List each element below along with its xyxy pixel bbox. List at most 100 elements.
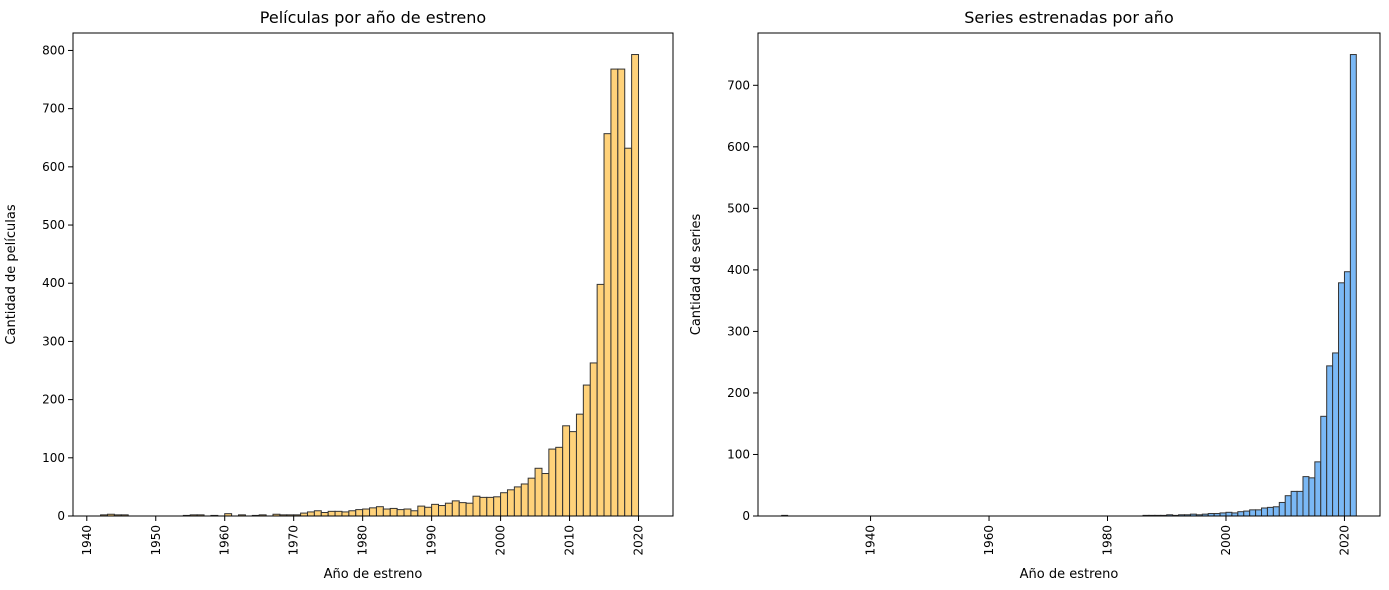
series-bar (1349, 54, 1357, 517)
movies-bar (451, 500, 460, 517)
movies-x-tick-label: 1940 (80, 525, 94, 556)
series-x-tick-label: 2020 (1337, 525, 1351, 556)
series-x-axis-label: Año de estreno (1020, 567, 1119, 582)
series-bar (1243, 510, 1251, 517)
movies-bar (313, 510, 322, 517)
movies-bar (541, 473, 550, 517)
movies-bar (513, 486, 522, 517)
series-x-tick-label: 2000 (1219, 525, 1233, 556)
series-bar (1278, 501, 1286, 517)
movies-bar (575, 413, 584, 517)
series-bar (1284, 495, 1292, 517)
movies-y-tick-label: 0 (57, 509, 65, 523)
movies-bar (555, 446, 564, 517)
series-y-tick-label: 300 (727, 324, 750, 338)
movies-bar (486, 496, 495, 517)
movies-y-tick-label: 800 (42, 43, 65, 57)
series-bar (1225, 511, 1233, 517)
movies-axes-frame (72, 32, 674, 517)
movies-y-tick-label: 100 (42, 451, 65, 465)
movies-bar (424, 506, 433, 517)
movies-bar (341, 511, 350, 517)
series-bar (1266, 506, 1274, 517)
movies-bar (520, 483, 529, 517)
movies-chart: 0 100 200 300 400 500 600 700 800 1940 1950 1960 197… (4, 8, 674, 582)
movies-bar (382, 508, 391, 517)
movies-bar (320, 512, 329, 517)
movies-x-axis-label: Año de estreno (324, 567, 423, 582)
series-bars (781, 54, 1357, 517)
movies-bar (438, 505, 446, 517)
series-x-tick-label: 1960 (982, 525, 996, 556)
movies-bar (582, 384, 591, 517)
movies-bar (458, 502, 467, 517)
movies-y-tick-label: 600 (42, 160, 65, 174)
series-y-tick-label: 100 (727, 447, 750, 461)
movies-bar (617, 68, 626, 517)
series-y-tick-label: 200 (727, 386, 750, 400)
series-chart: 0 100 200 300 400 500 600 700 1940 1960 1980 2000 20… (689, 8, 1381, 582)
series-bar (1296, 490, 1304, 517)
movies-chart-title: Películas por año de estreno (260, 8, 486, 27)
movies-y-axis-label: Cantidad de películas (4, 204, 19, 344)
movies-y-tick-label: 300 (42, 334, 65, 348)
series-bar (1338, 282, 1345, 517)
series-bar (1237, 511, 1245, 517)
movies-bar (589, 362, 598, 517)
series-bar (1302, 476, 1310, 517)
movies-bar (431, 503, 440, 517)
series-bar (1308, 477, 1316, 517)
series-bar (1255, 509, 1263, 517)
movies-bar (348, 510, 357, 517)
movies-bar (610, 68, 619, 517)
movies-bars (100, 54, 640, 517)
movies-y-tick-label: 200 (42, 393, 65, 407)
movies-bar (596, 283, 605, 517)
movies-bar (375, 506, 384, 517)
series-bar (1320, 415, 1328, 517)
movies-x-tick-label: 2000 (494, 525, 508, 556)
movies-y-tick-label: 500 (42, 218, 65, 232)
movies-x-tick-label: 1990 (425, 525, 439, 556)
series-y-tick-label: 500 (727, 201, 750, 215)
movies-x-tick-label: 1980 (356, 525, 370, 556)
series-bar (1332, 352, 1340, 517)
movies-bar (527, 477, 536, 517)
movies-bar (389, 507, 398, 517)
movies-bar (472, 495, 481, 517)
movies-bar (444, 502, 453, 517)
movies-bar (306, 511, 315, 517)
movies-bar (362, 508, 371, 517)
series-y-tick-label: 700 (727, 78, 750, 92)
movies-bar (506, 489, 515, 517)
movies-bar (631, 54, 640, 517)
series-bar (1272, 506, 1280, 517)
movies-x-tick-label: 2020 (632, 525, 646, 556)
series-y-tick-label: 400 (727, 263, 750, 277)
movies-x-tick-label: 1970 (287, 525, 301, 556)
movies-x-tick-label: 1960 (218, 525, 232, 556)
movies-bar (465, 502, 474, 517)
series-chart-title: Series estrenadas por año (964, 8, 1173, 27)
series-axes-frame (757, 32, 1381, 517)
series-x-tick-label: 1980 (1101, 525, 1115, 556)
movies-bar (417, 505, 426, 517)
series-bar (1261, 507, 1268, 517)
movies-bar (369, 507, 377, 517)
movies-bar (548, 448, 557, 517)
movies-bar (493, 496, 502, 517)
movies-bar (410, 510, 419, 517)
series-bar (1249, 509, 1257, 517)
series-bar (1290, 490, 1298, 517)
movies-bar (334, 510, 343, 517)
movies-bar (500, 492, 508, 517)
movies-bar (624, 147, 633, 517)
movies-y-tick-label: 700 (42, 102, 65, 116)
series-y-tick-label: 0 (742, 509, 750, 523)
movies-x-tick-label: 1950 (149, 525, 163, 556)
movies-bar (355, 509, 364, 517)
series-bar (1326, 365, 1334, 517)
movies-x-tick-label: 2010 (563, 525, 577, 556)
series-y-axis-label: Cantidad de series (689, 214, 704, 336)
